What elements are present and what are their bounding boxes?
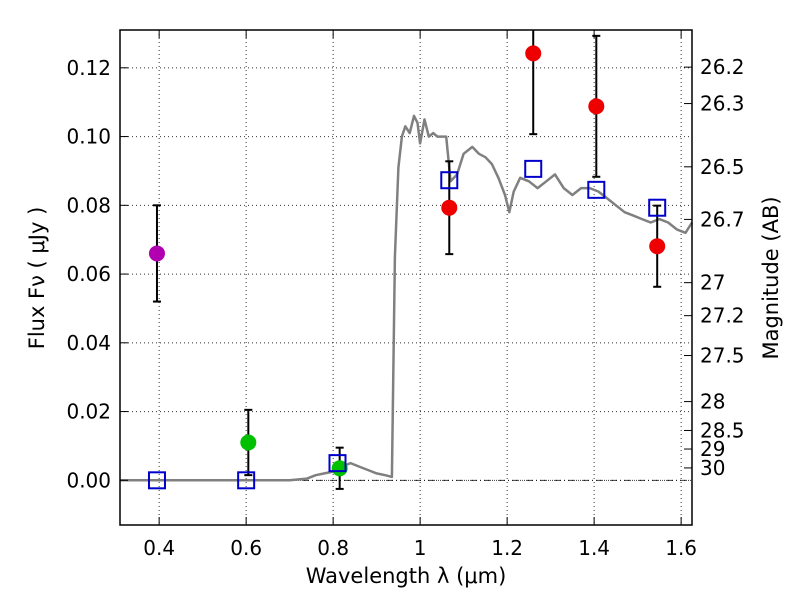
right-tick-label: 30 [700,456,725,480]
model-photometry-point [440,171,459,190]
right-tick-label: 26.3 [700,92,745,116]
y-tick-label: 0.10 [66,125,111,149]
right-tick-label: 28 [700,390,725,414]
spectrum-layer [120,114,694,482]
data-point [441,199,458,216]
data-point [331,460,348,477]
y-tick-label: 0.04 [66,331,111,355]
data-point [240,434,257,451]
right-tick-label: 26.7 [700,207,745,231]
right-tick-label: 26.5 [700,155,745,179]
right-tick-label: 27.5 [700,344,745,368]
model-photometry-point [524,159,543,178]
model-photometry-point [328,454,347,473]
model-photometry-point [587,180,606,199]
right-tick-label: 27 [700,271,725,295]
model-photometry-point [648,198,667,217]
x-tick-label: 0.8 [317,536,349,560]
data-point [588,98,605,115]
x-tick-label: 0.4 [143,536,175,560]
tick-labels: 0.4 0.6 0.8 1 1.2 1.4 1.6 0.00 0.02 0.04 0.06 0.08 0… [66,55,744,560]
plot-frame [119,29,693,526]
y-tick-label: 0.02 [66,400,111,424]
y-axis-label: Flux Fν ( μJy ) [25,207,49,350]
data-point [525,45,542,62]
x-tick-label: 1.4 [578,536,610,560]
model-photometry-point [147,471,166,490]
x-tick-label: 1.6 [665,536,697,560]
x-axis-label: Wavelength λ (μm) [306,564,507,588]
right-axis-label: Magnitude (AB) [759,196,783,359]
data-point [649,238,666,255]
y-tick-label: 0.06 [66,262,111,286]
ticks [120,30,692,525]
x-tick-label: 1 [414,536,427,560]
right-tick-label: 27.2 [700,304,745,328]
spectrum-line [120,114,694,482]
y-tick-label: 0.00 [66,468,111,492]
data-point [148,245,165,262]
x-tick-label: 0.6 [230,536,262,560]
model-photometry-point [237,471,256,490]
right-tick-label: 29 [700,437,725,461]
x-tick-label: 1.2 [491,536,523,560]
right-tick-label: 28.5 [700,418,745,442]
marker-layer [147,45,667,490]
y-tick-label: 0.12 [66,56,111,80]
y-tick-label: 0.08 [66,193,111,217]
right-tick-label: 26.2 [700,55,745,79]
